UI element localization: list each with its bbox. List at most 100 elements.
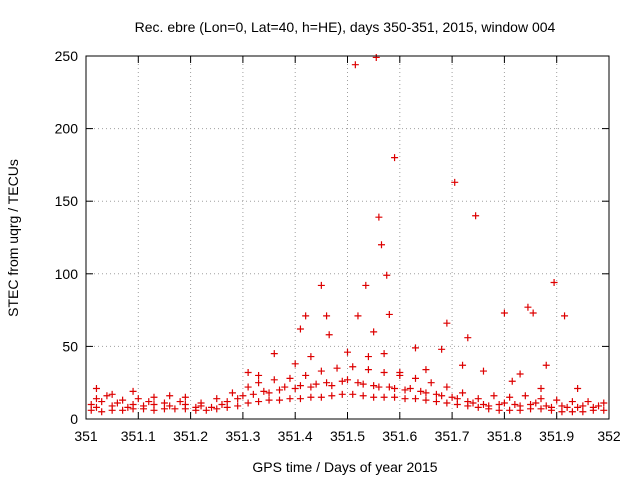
data-point-marker <box>286 395 294 403</box>
data-point-marker <box>364 366 372 374</box>
data-point-marker <box>286 374 294 382</box>
data-point-marker <box>333 364 341 372</box>
y-tick-label: 50 <box>62 338 78 354</box>
data-point-marker <box>276 396 284 404</box>
x-tick-label: 351.6 <box>382 428 417 444</box>
data-point-marker <box>307 393 315 401</box>
data-point-marker <box>380 369 388 377</box>
data-point-marker <box>213 405 221 413</box>
data-point-marker <box>344 376 351 384</box>
data-point-marker <box>302 371 310 379</box>
data-point-marker <box>542 402 550 410</box>
data-point-marker <box>140 402 148 410</box>
data-point-marker <box>244 369 252 377</box>
data-point-marker <box>401 386 409 394</box>
data-point-marker <box>328 382 336 390</box>
data-point-marker <box>208 403 216 411</box>
data-point-marker <box>451 178 459 186</box>
data-point-marker <box>239 392 247 400</box>
data-point-marker <box>391 385 399 393</box>
data-point-marker <box>500 309 508 317</box>
data-point-marker <box>87 400 95 408</box>
data-point-marker <box>516 402 524 410</box>
data-point-marker <box>380 393 388 401</box>
data-point-marker <box>317 367 325 375</box>
data-point-marker <box>307 353 315 361</box>
data-point-marker <box>550 279 558 287</box>
data-point-marker <box>218 400 226 408</box>
data-point-marker <box>276 386 284 394</box>
data-point-marker <box>453 395 461 403</box>
data-point-marker <box>307 383 315 391</box>
data-point-marker <box>270 376 278 384</box>
y-tick-label: 200 <box>55 121 79 137</box>
x-tick-label: 351.1 <box>121 428 156 444</box>
data-point-marker <box>291 360 299 368</box>
data-point-marker <box>524 303 532 311</box>
data-point-marker <box>108 402 116 410</box>
data-point-marker <box>448 393 456 401</box>
data-point-marker <box>260 387 268 395</box>
data-point-marker <box>166 402 174 410</box>
data-point-marker <box>529 309 537 317</box>
data-point-marker <box>411 374 419 382</box>
data-point-marker <box>547 403 555 411</box>
data-point-marker <box>589 403 597 411</box>
data-point-marker <box>427 379 435 387</box>
data-point-marker <box>370 382 378 390</box>
data-point-marker <box>234 395 242 403</box>
data-point-marker <box>391 154 399 162</box>
data-point-marker <box>362 281 370 289</box>
data-point-marker <box>108 390 116 398</box>
data-point-marker <box>349 363 357 371</box>
data-point-marker <box>479 400 487 408</box>
data-point-marker <box>579 402 587 410</box>
data-markers <box>87 53 608 416</box>
data-point-marker <box>265 396 273 404</box>
data-point-marker <box>281 383 289 391</box>
data-point-marker <box>527 400 535 408</box>
data-point-marker <box>537 385 545 393</box>
data-point-marker <box>385 310 393 318</box>
data-point-marker <box>553 396 561 404</box>
data-point-marker <box>234 402 242 410</box>
data-point-marker <box>296 325 304 333</box>
data-point-marker <box>265 389 273 397</box>
data-point-marker <box>124 403 132 411</box>
data-point-marker <box>432 398 440 406</box>
data-point-marker <box>103 392 111 400</box>
data-point-marker <box>506 393 514 401</box>
data-point-marker <box>516 370 524 378</box>
data-point-marker <box>291 385 299 393</box>
data-point-marker <box>323 379 331 387</box>
data-point-marker <box>354 312 362 320</box>
data-point-marker <box>422 366 430 374</box>
x-tick-label: 351 <box>74 428 98 444</box>
data-point-marker <box>490 392 498 400</box>
data-point-marker <box>563 403 571 411</box>
data-point-marker <box>411 344 419 352</box>
data-point-marker <box>323 312 331 320</box>
data-point-marker <box>354 379 362 387</box>
data-point-marker <box>202 406 210 414</box>
data-point-marker <box>406 385 414 393</box>
y-tick-label: 250 <box>55 48 79 64</box>
data-point-marker <box>338 377 346 385</box>
data-point-marker <box>600 399 608 407</box>
data-point-marker <box>296 395 304 403</box>
data-point-marker <box>181 400 189 408</box>
data-point-marker <box>508 377 516 385</box>
data-point-marker <box>145 398 153 406</box>
data-point-marker <box>432 390 440 398</box>
data-point-marker <box>166 392 174 400</box>
x-tick-label: 351.9 <box>539 428 574 444</box>
data-point-marker <box>561 312 569 320</box>
x-tick-label: 351.2 <box>173 428 208 444</box>
data-point-marker <box>537 395 545 403</box>
data-point-marker <box>364 353 372 361</box>
data-point-marker <box>474 395 482 403</box>
data-point-marker <box>317 281 325 289</box>
data-point-marker <box>472 212 480 220</box>
data-point-marker <box>568 398 576 406</box>
